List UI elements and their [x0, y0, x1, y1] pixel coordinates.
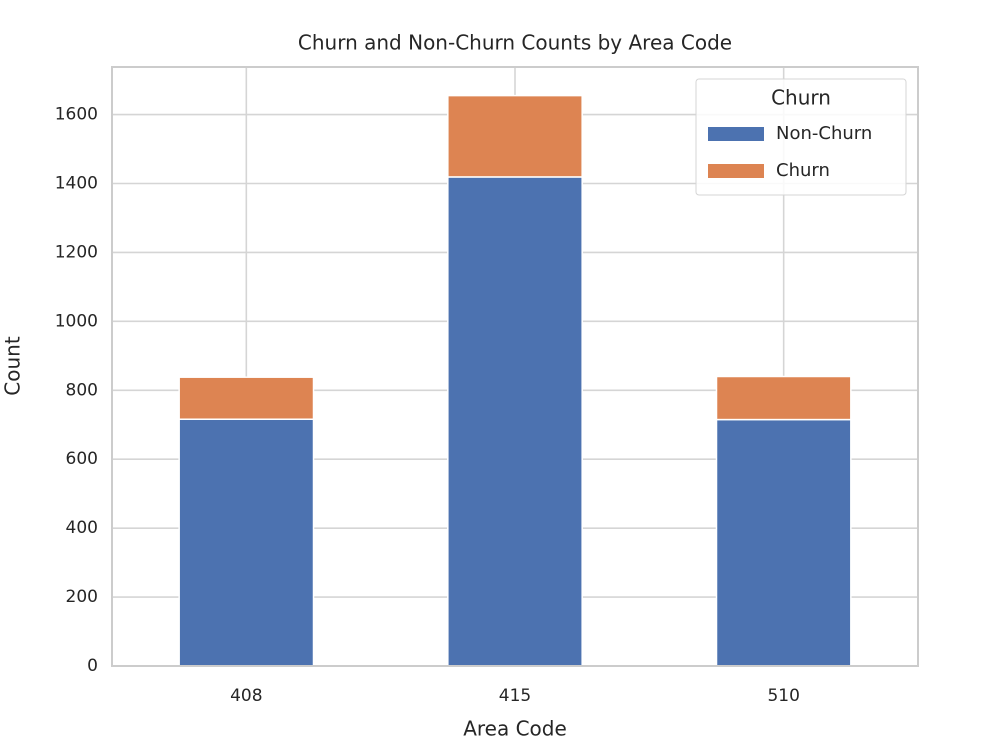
bar-segment [178, 418, 315, 667]
x-tick-label: 415 [499, 686, 531, 706]
x-tick-label: 510 [767, 686, 799, 706]
y-tick-label: 400 [66, 518, 98, 538]
y-tick-label: 1000 [55, 311, 98, 331]
y-tick-label: 0 [87, 656, 98, 676]
y-tick-label: 1600 [55, 105, 98, 125]
legend-swatch [708, 127, 764, 141]
legend: Churn Non-Churn Churn [695, 78, 907, 196]
y-axis-label: Count [1, 336, 25, 396]
legend-label: Non-Churn [776, 123, 872, 144]
bar-segment [447, 94, 583, 178]
x-tick-label: 408 [230, 686, 262, 706]
bar-segment [447, 176, 583, 667]
x-axis-label: Area Code [463, 717, 567, 741]
bar-segment [715, 418, 852, 667]
y-tick-label: 1400 [55, 173, 98, 193]
legend-swatch [708, 164, 764, 178]
y-tick-label: 800 [66, 380, 98, 400]
y-tick-label: 1200 [55, 242, 98, 262]
y-tick-label: 200 [66, 587, 98, 607]
bar-segment [715, 375, 852, 421]
bar-segment [178, 376, 315, 420]
chart-title: Churn and Non-Churn Counts by Area Code [298, 31, 732, 55]
legend-title: Churn [771, 86, 831, 110]
y-tick-label: 600 [66, 449, 98, 469]
legend-label: Churn [776, 160, 830, 181]
plot-frame [111, 66, 919, 667]
